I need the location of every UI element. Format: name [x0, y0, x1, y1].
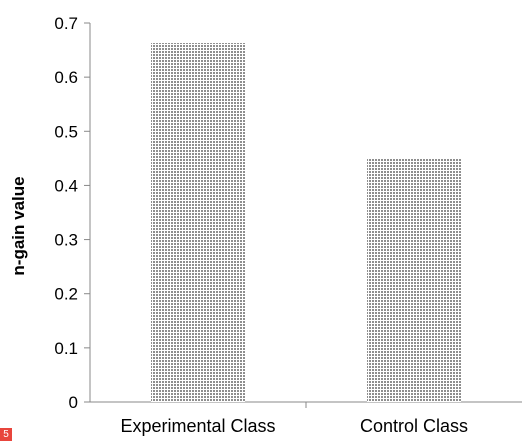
y-tick-label: 0.4	[54, 176, 78, 195]
bar-experimental-class	[151, 43, 245, 402]
x-category-label: Experimental Class	[120, 416, 275, 436]
corner-badge: 5	[0, 428, 12, 441]
y-tick-label: 0.3	[54, 231, 78, 250]
y-axis-title: n-gain value	[9, 176, 28, 275]
y-tick-label: 0.7	[54, 14, 78, 33]
y-tick-label: 0.6	[54, 68, 78, 87]
y-tick-label: 0.1	[54, 339, 78, 358]
bar-control-class	[367, 158, 461, 402]
y-tick-label: 0.5	[54, 122, 78, 141]
y-tick-label: 0	[69, 393, 78, 412]
x-category-label: Control Class	[360, 416, 468, 436]
y-tick-label: 0.2	[54, 285, 78, 304]
y-ticks: 0 0.1 0.2 0.3 0.4 0.5 0.6 0.7	[54, 14, 90, 412]
bars	[151, 43, 461, 402]
x-labels: Experimental Class Control Class	[120, 416, 468, 436]
